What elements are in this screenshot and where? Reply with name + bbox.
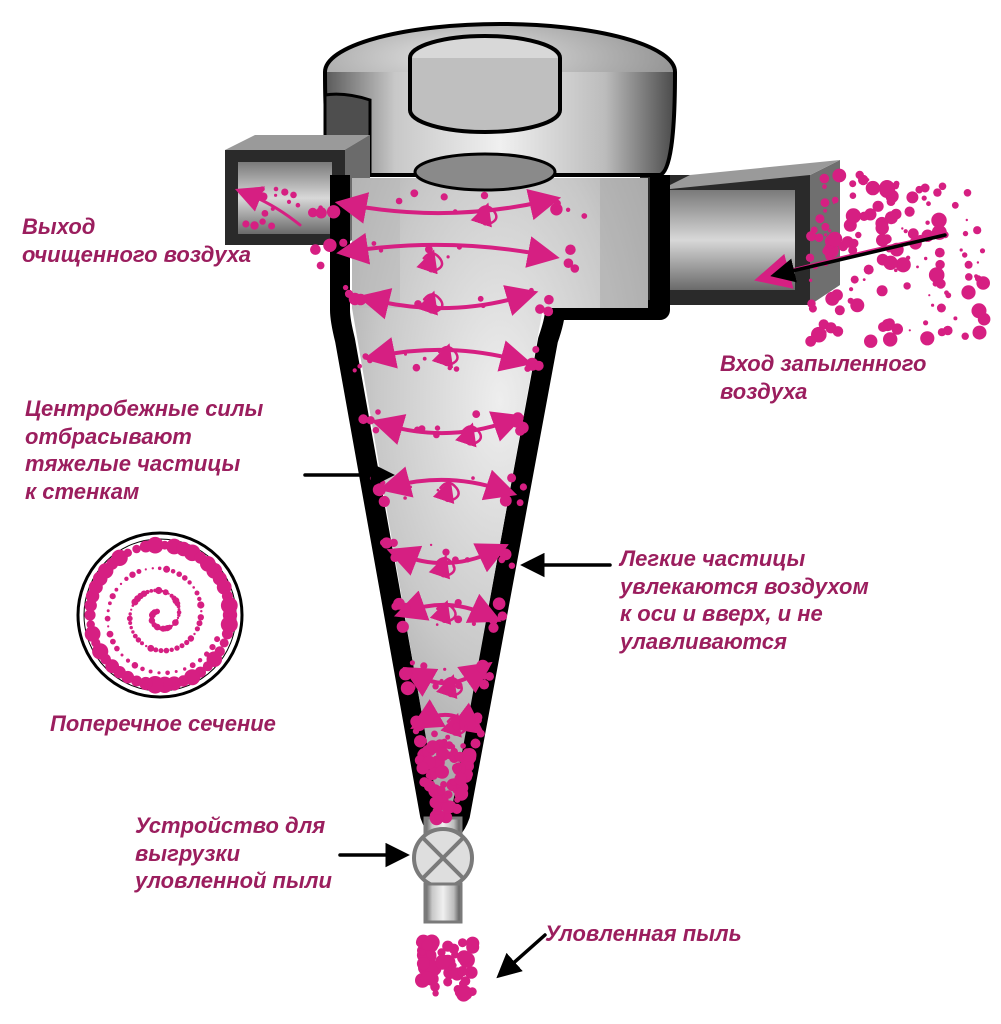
label-centrifugal: Центробежные силы отбрасывают тяжелые ча… bbox=[25, 395, 305, 505]
label-outlet: Выход очищенного воздуха bbox=[22, 213, 282, 268]
cyclone-body bbox=[338, 154, 660, 832]
label-inlet: Вход запыленного воздуха bbox=[720, 350, 990, 405]
label-discharge: Устройство для выгрузки уловленной пыли bbox=[135, 812, 395, 895]
label-collected: Уловленная пыль bbox=[545, 920, 805, 948]
label-light: Легкие частицы увлекаются воздухом к оси… bbox=[620, 545, 990, 655]
label-cross: Поперечное сечение bbox=[50, 710, 330, 738]
discharge-device bbox=[414, 818, 472, 922]
cyclone-top bbox=[325, 24, 675, 175]
